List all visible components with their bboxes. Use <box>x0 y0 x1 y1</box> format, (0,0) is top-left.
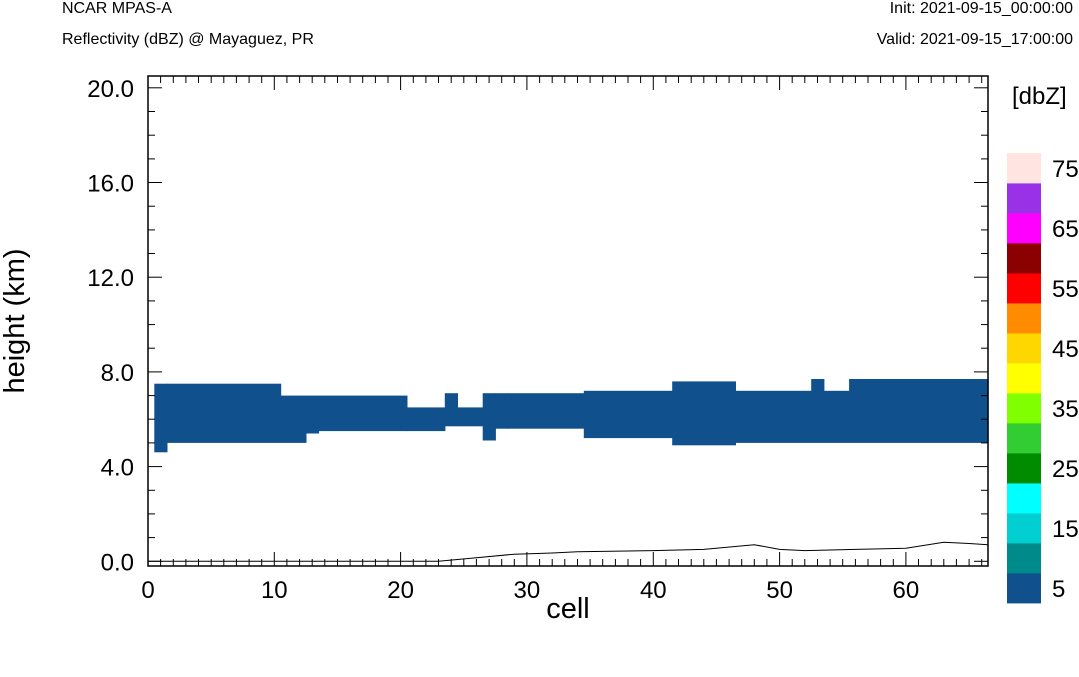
y-tick-label-5: 20.0 <box>87 76 134 103</box>
field-subtitle: Reflectivity (dBZ) @ Mayaguez, PR <box>62 31 314 48</box>
colorbar-box-60 <box>1007 243 1041 274</box>
valid-time: Valid: 2021-09-15_17:00:00 <box>876 31 1073 48</box>
colorbar-box-40 <box>1007 363 1041 394</box>
echo-cell-14 <box>811 379 825 443</box>
echo-cell-13 <box>735 390 812 443</box>
echo-cell-7 <box>457 407 484 427</box>
colorbar-box-10 <box>1007 543 1041 574</box>
x-tick-label-20: 20 <box>387 577 414 604</box>
colorbar-label-55: 55 <box>1052 276 1079 303</box>
x-tick-label-0: 0 <box>141 577 154 604</box>
colorbar-box-50 <box>1007 303 1041 334</box>
y-axis-title: height (km) <box>0 248 31 393</box>
echo-cell-15 <box>823 390 850 443</box>
colorbar-box-70 <box>1007 183 1041 214</box>
colorbar-box-25 <box>1007 453 1041 484</box>
colorbar-label-15: 15 <box>1052 516 1079 543</box>
echo-cell-0 <box>154 383 168 453</box>
colorbar-label-45: 45 <box>1052 336 1079 363</box>
echo-cell-11 <box>583 390 673 439</box>
y-tick-label-0: 0.0 <box>101 549 134 576</box>
echo-cell-12 <box>672 381 736 446</box>
echo-cell-4 <box>318 395 408 432</box>
echo-layer <box>154 379 989 453</box>
terrain-line <box>148 541 989 562</box>
y-tick-label-3: 12.0 <box>87 265 134 292</box>
echo-cell-8 <box>482 393 496 441</box>
colorbar-box-20 <box>1007 483 1041 514</box>
colorbar-box-55 <box>1007 273 1041 304</box>
y-tick-label-2: 8.0 <box>101 360 134 387</box>
init-time: Init: 2021-09-15_00:00:00 <box>889 0 1073 17</box>
y-tick-label-1: 4.0 <box>101 455 134 482</box>
colorbar-box-5 <box>1007 573 1041 604</box>
echo-cell-5 <box>406 407 446 432</box>
x-tick-label-30: 30 <box>514 577 541 604</box>
y-tick-label-4: 16.0 <box>87 171 134 198</box>
colorbar-box-15 <box>1007 513 1041 544</box>
colorbar-box-35 <box>1007 393 1041 424</box>
x-tick-label-10: 10 <box>261 577 288 604</box>
colorbar-label-25: 25 <box>1052 456 1079 483</box>
model-title: NCAR MPAS-A <box>62 0 172 17</box>
axis-ticks <box>147 76 988 566</box>
plot-frame <box>147 75 989 567</box>
echo-cell-3 <box>305 395 320 434</box>
x-tick-label-60: 60 <box>893 577 920 604</box>
colorbar-label-65: 65 <box>1052 216 1079 243</box>
x-tick-label-50: 50 <box>766 577 793 604</box>
colorbar-label-5: 5 <box>1052 576 1065 603</box>
colorbar-box-45 <box>1007 333 1041 364</box>
echo-cell-6 <box>444 393 458 427</box>
terrain-polyline <box>148 541 989 562</box>
colorbar-box-65 <box>1007 213 1041 244</box>
x-axis-title: cell <box>546 593 590 625</box>
echo-cell-2 <box>280 395 307 443</box>
colorbar-unit-label: [dbZ] <box>1012 83 1067 110</box>
axis-tick-labels: 0 10 20 30 40 50 60 0.0 4.0 8.0 12.0 16.0 20.0 <box>87 76 919 604</box>
colorbar-box-75 <box>1007 153 1041 184</box>
colorbar-box-30 <box>1007 423 1041 454</box>
colorbar: 5 15 25 35 45 55 65 75 <box>1007 153 1079 604</box>
x-tick-label-40: 40 <box>640 577 667 604</box>
colorbar-label-35: 35 <box>1052 396 1079 423</box>
echo-cell-16 <box>849 379 989 443</box>
colorbar-label-75: 75 <box>1052 156 1079 183</box>
echo-cell-9 <box>495 393 509 429</box>
echo-cell-10 <box>508 393 585 429</box>
echo-cell-1 <box>166 383 282 443</box>
